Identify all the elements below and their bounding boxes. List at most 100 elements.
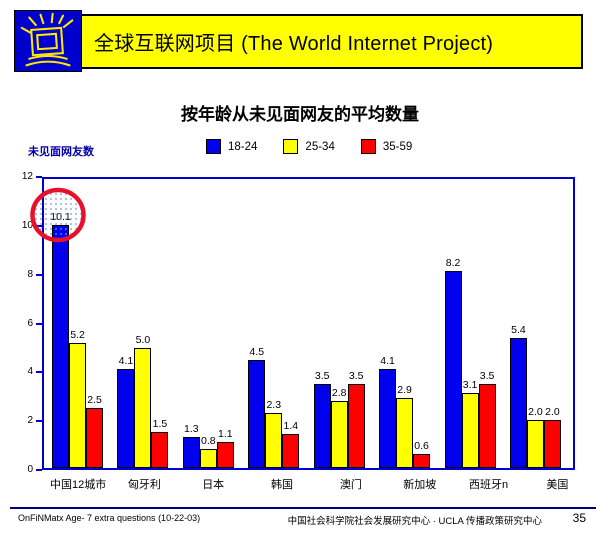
header-banner: 全球互联网项目 (The World Internet Project) bbox=[18, 14, 583, 69]
bar-value-label: 0.8 bbox=[201, 434, 216, 447]
y-tick-label: 4 bbox=[27, 366, 33, 378]
bar-value-label: 2.0 bbox=[528, 405, 543, 418]
category-label: 西班牙n bbox=[469, 479, 509, 491]
category-label: 日本 bbox=[202, 479, 225, 491]
bar-value-label: 2.8 bbox=[331, 386, 347, 399]
bar-value-label: 1.1 bbox=[218, 427, 233, 440]
bar: 2.0 bbox=[543, 179, 561, 468]
bar: 4.1 bbox=[379, 179, 397, 468]
y-tick-mark bbox=[36, 420, 42, 423]
bar-value-label: 4.1 bbox=[380, 355, 395, 368]
bar: 3.5 bbox=[313, 179, 331, 468]
bar: 2.9 bbox=[396, 179, 414, 468]
page-number: 35 bbox=[572, 511, 586, 525]
shining-monitor-icon bbox=[14, 10, 82, 72]
y-tick-mark bbox=[36, 322, 42, 325]
bar-value-label: 2.5 bbox=[87, 393, 102, 406]
bar: 3.1 bbox=[461, 179, 479, 468]
bar-rect bbox=[396, 398, 414, 468]
bar-rect bbox=[509, 337, 527, 468]
header-title: 全球互联网项目 (The World Internet Project) bbox=[94, 33, 494, 55]
y-tick-mark bbox=[36, 273, 42, 276]
legend-label: 18-24 bbox=[228, 140, 258, 153]
y-tick-mark bbox=[36, 371, 42, 374]
bar: 2.0 bbox=[526, 179, 544, 468]
bar-rect bbox=[69, 342, 86, 468]
bar-group: 10.15.22.5 bbox=[50, 179, 103, 468]
bar-value-label: 3.1 bbox=[462, 379, 478, 392]
bar-group: 1.3 0.8 1.1 bbox=[182, 179, 234, 468]
bar: 1.3 bbox=[182, 179, 200, 468]
bar-value-label: 3.5 bbox=[479, 369, 495, 382]
bar: 2.8 bbox=[330, 179, 348, 468]
legend-swatch-red bbox=[360, 139, 376, 154]
bar-value-label: 1.5 bbox=[152, 417, 168, 430]
category-label: 韩国 bbox=[271, 479, 294, 491]
bar-group: 4.1 2.9 0.6 bbox=[379, 179, 431, 468]
y-tick-label: 0 bbox=[27, 464, 33, 475]
bar: 1.1 bbox=[216, 179, 234, 468]
bar: 3.5 bbox=[478, 179, 496, 468]
bar-value-label: 0.6 bbox=[414, 439, 429, 452]
y-axis: 0 2 4 6 8 10 12 bbox=[0, 171, 42, 475]
legend-label: 25-34 bbox=[305, 140, 335, 153]
bar: 5.0 bbox=[134, 179, 152, 468]
bar: 2.3 bbox=[265, 179, 283, 468]
bar-group: 4.1 5.0 1.5 bbox=[117, 179, 169, 468]
footer-divider bbox=[10, 507, 596, 509]
bar-value-label: 1.4 bbox=[283, 420, 299, 433]
bar: 1.4 bbox=[282, 179, 300, 468]
bar-value-label: 2.9 bbox=[397, 384, 412, 397]
y-tick-label: 12 bbox=[21, 171, 33, 182]
x-axis-category-labels: 中国12城市 匈牙利 日本 韩国 澳门 新加坡 西班牙n 美国 bbox=[42, 476, 595, 492]
bar-value-label: 2.3 bbox=[266, 398, 282, 411]
bar: 0.6 bbox=[413, 179, 431, 468]
bar: 0.8 bbox=[199, 179, 217, 468]
bar: 1.5 bbox=[151, 179, 169, 468]
bar-rect bbox=[543, 419, 561, 468]
footer-right-text: 中国社会科学院社会发展研究中心 · UCLA 传播政策研究中心 bbox=[287, 516, 542, 527]
legend-swatch-blue bbox=[206, 139, 221, 154]
legend-swatch-yellow bbox=[283, 139, 299, 154]
category-label: 美国 bbox=[546, 479, 569, 491]
y-tick-label: 2 bbox=[27, 415, 33, 427]
bar-rect bbox=[86, 407, 103, 468]
bar-value-label: 8.2 bbox=[445, 256, 461, 269]
bar-rect bbox=[526, 419, 544, 468]
bar-rect bbox=[248, 359, 266, 468]
bar: 5.4 bbox=[509, 179, 527, 468]
legend-item-18-24: 18-24 bbox=[206, 139, 257, 154]
bar-value-label: 1.3 bbox=[184, 422, 199, 435]
bar-rect bbox=[461, 393, 479, 468]
category-label: 匈牙利 bbox=[127, 479, 161, 491]
legend-item-25-34: 25-34 bbox=[283, 139, 335, 154]
category-label: 中国12城市 bbox=[50, 479, 107, 491]
bar-value-label: 4.1 bbox=[118, 355, 134, 368]
bar-group: 3.5 2.8 3.5 bbox=[313, 179, 365, 468]
bar-value-label: 2.0 bbox=[545, 405, 560, 418]
y-tick-label: 6 bbox=[27, 317, 33, 329]
bar-rect bbox=[151, 431, 169, 468]
bar-rect bbox=[282, 434, 300, 468]
bar-rect bbox=[52, 224, 69, 468]
y-tick-mark bbox=[36, 469, 42, 471]
bar-rect bbox=[199, 448, 217, 468]
footer-left-text: OnFiNMatx Age- 7 extra questions (10-22-… bbox=[18, 513, 201, 523]
bar-rect bbox=[379, 369, 397, 468]
bar-rect bbox=[182, 436, 200, 468]
bar-rect bbox=[117, 369, 135, 468]
y-tick-label: 8 bbox=[27, 268, 33, 280]
bar-value-label: 3.5 bbox=[314, 369, 330, 382]
bar-value-label: 3.5 bbox=[348, 369, 364, 382]
bar: 5.2 bbox=[69, 179, 86, 468]
bar-rect bbox=[265, 412, 283, 468]
bar-group: 5.4 2.0 2.0 bbox=[509, 179, 561, 468]
bar-value-label: 5.2 bbox=[70, 328, 85, 341]
bar: 4.1 bbox=[117, 179, 135, 468]
bar-rect bbox=[413, 453, 431, 468]
bar-value-label: 5.0 bbox=[135, 333, 151, 346]
bar-rect bbox=[444, 270, 462, 468]
bar-group: 4.5 2.3 1.4 bbox=[248, 179, 300, 468]
legend-label: 35-59 bbox=[382, 140, 413, 153]
